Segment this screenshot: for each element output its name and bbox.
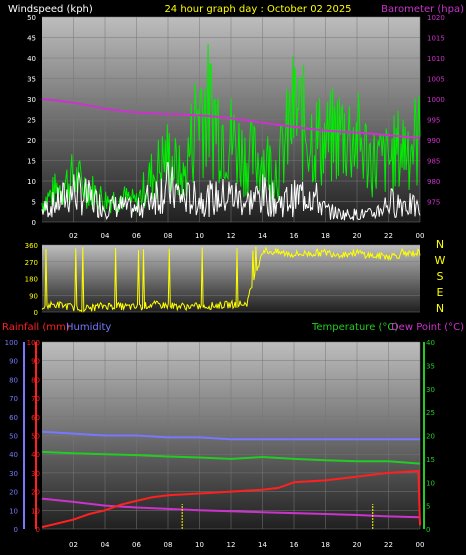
barometer-y-tick: 1005 <box>427 76 445 84</box>
direction-y-tick: 270 <box>25 259 38 267</box>
weather-x-tick: 08 <box>164 541 173 549</box>
weather-x-tick: 14 <box>258 541 267 549</box>
temperature-y-tick: 35 <box>426 362 435 370</box>
humidity-y-tick: 20 <box>9 489 18 497</box>
weather-x-tick: 04 <box>101 541 110 549</box>
wind-y-tick: 40 <box>27 55 36 63</box>
barometer-y-tick: 980 <box>427 178 440 186</box>
barometer-axis-label: Barometer (hpa) <box>381 4 464 15</box>
humidity-y-tick: 70 <box>9 395 18 403</box>
barometer-series-line <box>41 98 421 139</box>
weather-x-tick: 02 <box>69 541 78 549</box>
humidity-y-tick: 10 <box>9 507 18 515</box>
weather-x-tick: 16 <box>290 541 299 549</box>
humidity-y-tick: 50 <box>9 433 18 441</box>
weather-x-tick: 20 <box>353 541 362 549</box>
chart-title: 24 hour graph day : October 02 2025 <box>164 4 351 15</box>
humidity-y-tick: 60 <box>9 414 18 422</box>
wind-y-tick: 35 <box>27 76 36 84</box>
barometer-y-tick: 990 <box>427 137 440 145</box>
direction-y-tick: 180 <box>25 276 38 284</box>
barometer-y-tick: 975 <box>427 199 440 207</box>
compass-label: S <box>437 270 444 283</box>
dewpoint-series-line <box>41 497 421 519</box>
wind-y-tick: 0 <box>32 219 36 227</box>
wind-x-tick: 10 <box>195 232 204 240</box>
barometer-y-tick: 995 <box>427 117 440 125</box>
weather-x-tick: 12 <box>227 541 236 549</box>
humidity-y-tick: 80 <box>9 376 18 384</box>
wind-y-tick: 10 <box>27 178 36 186</box>
temperature-y-tick: 0 <box>426 526 430 534</box>
wind-x-tick: 02 <box>69 232 78 240</box>
wind-x-tick: 16 <box>290 232 299 240</box>
rainfall-y-tick: 0 <box>36 526 40 534</box>
rainfall-axis-label: Rainfall (mm) <box>2 322 70 333</box>
rainfall-series-line <box>41 469 421 529</box>
direction-y-tick: 90 <box>29 292 38 300</box>
barometer-y-tick: 1010 <box>427 55 445 63</box>
wind-x-tick: 06 <box>132 232 141 240</box>
compass-label: N <box>436 238 444 251</box>
direction-y-tick: 0 <box>34 309 38 317</box>
wind-y-tick: 15 <box>27 158 36 166</box>
temperature-series-line <box>41 450 421 465</box>
temperature-y-tick: 25 <box>426 409 435 417</box>
weather-x-tick: 10 <box>195 541 204 549</box>
humidity-y-tick: 0 <box>14 526 18 534</box>
temperature-y-tick: 10 <box>426 479 435 487</box>
wind-y-tick: 30 <box>27 96 36 104</box>
rainfall-y-tick: 100 <box>27 339 40 347</box>
wind-y-tick: 45 <box>27 35 36 43</box>
humidity-y-tick: 90 <box>9 358 18 366</box>
weather-x-tick: 18 <box>321 541 330 549</box>
wind-x-tick: 12 <box>227 232 236 240</box>
weather-x-tick: 00 <box>416 541 425 549</box>
wind-y-tick: 50 <box>27 14 36 22</box>
humidity-axis-label: Humidity <box>66 322 111 333</box>
wind-x-tick: 18 <box>321 232 330 240</box>
humidity-y-tick: 40 <box>9 451 18 459</box>
wind-x-tick: 22 <box>384 232 393 240</box>
wind-x-tick: 04 <box>101 232 110 240</box>
humidity-series-line <box>41 430 420 441</box>
temperature-y-tick: 20 <box>426 433 435 441</box>
humidity-y-tick: 100 <box>5 339 18 347</box>
direction-y-tick: 360 <box>25 242 38 250</box>
wind-x-tick: 00 <box>416 232 425 240</box>
wind-y-tick: 20 <box>27 137 36 145</box>
barometer-y-tick: 1020 <box>427 14 445 22</box>
temperature-y-tick: 30 <box>426 386 435 394</box>
wind-x-tick: 20 <box>353 232 362 240</box>
temperature-axis-label: Temperature (°C) <box>311 322 398 333</box>
temperature-y-tick: 40 <box>426 339 435 347</box>
humidity-y-tick: 30 <box>9 470 18 478</box>
dewpoint-axis-label: Dew Point (°C) <box>391 322 464 333</box>
barometer-y-tick: 985 <box>427 158 440 166</box>
weather-x-tick: 22 <box>384 541 393 549</box>
wind-x-tick: 14 <box>258 232 267 240</box>
barometer-y-tick: 1015 <box>427 35 445 43</box>
wind-axis-label: Windspeed (kph) <box>8 4 93 15</box>
compass-label: N <box>436 302 444 315</box>
wind-y-tick: 25 <box>27 117 36 125</box>
temperature-y-tick: 5 <box>426 503 430 511</box>
weather-x-tick: 06 <box>132 541 141 549</box>
compass-label: E <box>437 286 444 299</box>
windspeed-series-line <box>41 162 421 221</box>
wind-x-tick: 08 <box>164 232 173 240</box>
gust-series-line <box>41 43 421 214</box>
temperature-y-tick: 15 <box>426 456 435 464</box>
wind-y-tick: 5 <box>32 199 36 207</box>
compass-label: W <box>435 254 446 267</box>
barometer-y-tick: 1000 <box>427 96 445 104</box>
direction-series-line <box>41 246 421 313</box>
